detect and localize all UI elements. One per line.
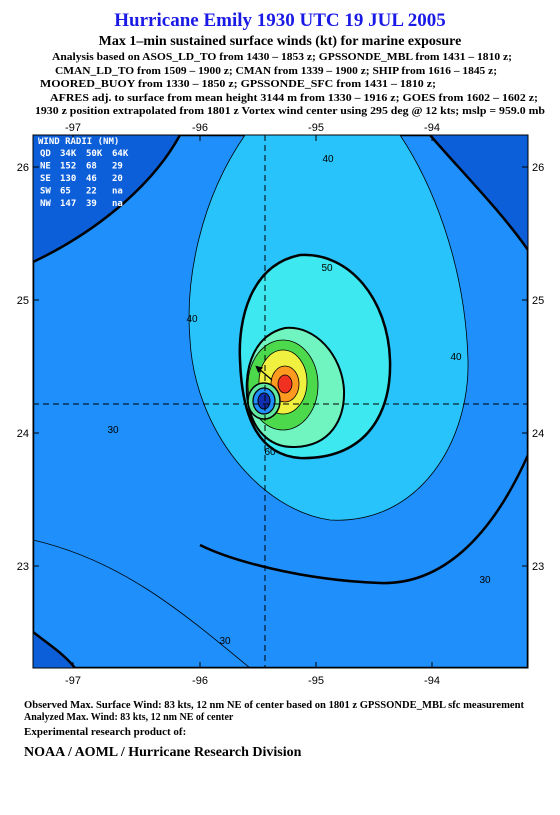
- lat-tick-label: 23: [532, 561, 544, 573]
- lon-tick-label: -94: [424, 675, 440, 687]
- contour-line: [199, 454, 528, 585]
- contour-label: 50: [321, 263, 333, 274]
- contour-label: 40: [186, 314, 198, 325]
- contour-label: 30: [107, 425, 119, 436]
- credit: NOAA / AOML / Hurricane Research Divisio…: [24, 745, 302, 760]
- eye: [257, 392, 271, 410]
- lat-tick-label: 24: [17, 428, 29, 440]
- subtitle: Max 1–min sustained surface winds (kt) f…: [99, 34, 462, 49]
- analysis-line: 1930 z position extrapolated from 1801 z…: [35, 105, 545, 117]
- wind-radii-cell: 147: [60, 199, 76, 209]
- wind-radii-cell: 152: [60, 162, 76, 172]
- contour-line: [33, 539, 251, 668]
- wind-radii-cell: 50K: [86, 149, 103, 159]
- wind-radii-cell: 39: [86, 199, 97, 209]
- wind-radii-cell: NE: [40, 162, 51, 172]
- lat-tick-label: 25: [17, 295, 29, 307]
- map-frame: [32, 134, 529, 669]
- wind-field: [33, 135, 528, 668]
- footer-line: Analyzed Max. Wind: 83 kts, 12 nm NE of …: [24, 712, 234, 723]
- wind-radii-table: QD 34K 50K 64K NE 152 68 29 SE 130 46 20 SW 65 22 na NW 1…: [40, 149, 129, 209]
- contour-labels: 40 50 40 40 30 60 30 30: [107, 154, 491, 647]
- wind-radii-cell: NW: [40, 199, 51, 209]
- wind-radii-cell: SE: [40, 174, 51, 184]
- analysis-line: MOORED_BUOY from 1330 – 1850 z; GPSSONDE…: [40, 78, 436, 90]
- lat-tick-label: 26: [17, 162, 29, 174]
- contour-label: 30: [219, 636, 231, 647]
- title: Hurricane Emily 1930 UTC 19 JUL 2005: [114, 10, 445, 31]
- lon-tick-label: -96: [192, 675, 208, 687]
- lon-tick-label: -95: [308, 122, 324, 134]
- wind-radii-cell: na: [112, 199, 123, 209]
- wind-radii-cell: 34K: [60, 149, 77, 159]
- footer-line: Observed Max. Surface Wind: 83 kts, 12 n…: [24, 700, 525, 711]
- wind-radii-cell: 46: [86, 174, 97, 184]
- analysis-line: Analysis based on ASOS_LD_TO from 1430 –…: [52, 51, 512, 63]
- wind-radii-title: WIND RADII (NM): [38, 137, 119, 147]
- contour-label: 40: [322, 154, 334, 165]
- footer-line: Experimental research product of:: [24, 726, 186, 738]
- wind-radii-cell: QD: [40, 149, 51, 159]
- lon-tick-label: -95: [308, 675, 324, 687]
- lon-tick-label: -96: [192, 122, 208, 134]
- lat-tick-label: 24: [532, 428, 544, 440]
- lat-tick-label: 25: [532, 295, 544, 307]
- region-max: [277, 374, 293, 394]
- lat-tick-label: 23: [17, 561, 29, 573]
- wind-radii-cell: 68: [86, 162, 97, 172]
- contour-label: 60: [264, 447, 276, 458]
- wind-radii-cell: 65: [60, 187, 71, 197]
- contour-label: 30: [479, 575, 491, 586]
- lon-tick-label: -97: [65, 675, 81, 687]
- wind-radii-cell: 20: [112, 174, 123, 184]
- wind-radii-cell: 64K: [112, 149, 129, 159]
- wind-radii-cell: na: [112, 187, 123, 197]
- lon-tick-label: -94: [424, 122, 440, 134]
- analysis-line: AFRES adj. to surface from mean height 3…: [50, 92, 538, 104]
- contour-label: 40: [450, 352, 462, 363]
- lon-tick-label: -97: [65, 122, 81, 134]
- wind-radii-cell: SW: [40, 187, 51, 197]
- max-wind-arrow: [255, 365, 273, 381]
- ticks: -97 -97 -96 -96 -95 -95 -94 -94 26 26 25 25 24 24 23 23: [17, 122, 545, 687]
- lat-tick-label: 26: [532, 162, 544, 174]
- wind-radii-cell: 22: [86, 187, 97, 197]
- wind-radii-cell: 29: [112, 162, 123, 172]
- analysis-line: CMAN_LD_TO from 1509 – 1900 z; CMAN from…: [55, 65, 497, 77]
- wind-radii-cell: 130: [60, 174, 76, 184]
